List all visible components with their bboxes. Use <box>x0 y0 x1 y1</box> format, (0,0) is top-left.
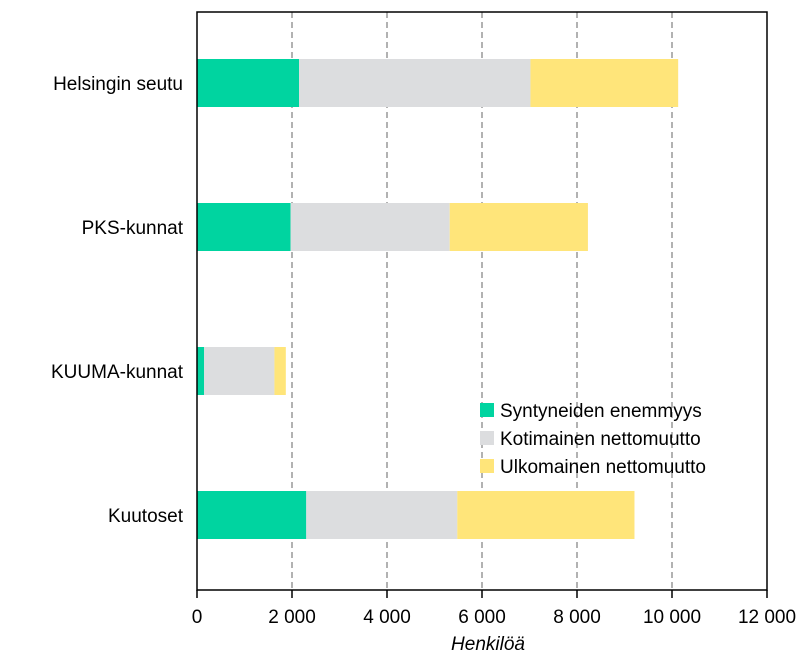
bar-segment-1-2 <box>299 59 531 107</box>
bar-segment-3-3 <box>274 347 286 395</box>
legend-swatch <box>480 459 494 473</box>
bar-segment-1-3 <box>530 59 679 107</box>
x-tick-label: 2 000 <box>268 607 316 628</box>
category-label: KUUMA-kunnat <box>51 362 184 383</box>
legend: Syntyneiden enemmyys Kotimainen nettomuut… <box>480 401 706 478</box>
legend-swatch <box>480 431 494 445</box>
x-tick-label: 0 <box>192 607 203 628</box>
bar-segment-4-2 <box>306 491 458 539</box>
bar-segment-3-1 <box>197 347 205 395</box>
legend-label: Kotimainen nettomuutto <box>500 429 701 450</box>
x-tick-label: 10 000 <box>643 607 701 628</box>
bar-segment-1-1 <box>197 59 300 107</box>
bar-segment-3-2 <box>204 347 275 395</box>
x-tick-label: 6 000 <box>458 607 506 628</box>
x-axis-ticks: 0 2 000 4 000 6 000 8 000 10 000 12 000 <box>192 590 796 628</box>
category-label: Helsingin seutu <box>53 74 183 95</box>
bar-segment-2-3 <box>449 203 588 251</box>
legend-swatch <box>480 403 494 417</box>
x-tick-label: 12 000 <box>738 607 796 628</box>
category-labels: Helsingin seutu PKS-kunnat KUUMA-kunnat Kuu… <box>51 74 184 527</box>
bar-segment-4-1 <box>197 491 307 539</box>
legend-label: Ulkomainen nettomuutto <box>500 457 706 478</box>
x-tick-label: 8 000 <box>553 607 601 628</box>
legend-label: Syntyneiden enemmyys <box>500 401 702 422</box>
category-label: PKS-kunnat <box>82 218 184 239</box>
x-axis-title: Henkilöä <box>451 634 525 655</box>
bar-segment-4-3 <box>457 491 635 539</box>
bars-group <box>197 59 679 539</box>
bar-segment-2-2 <box>290 203 450 251</box>
bar-segment-2-1 <box>197 203 291 251</box>
x-tick-label: 4 000 <box>363 607 411 628</box>
category-label: Kuutoset <box>108 506 184 527</box>
